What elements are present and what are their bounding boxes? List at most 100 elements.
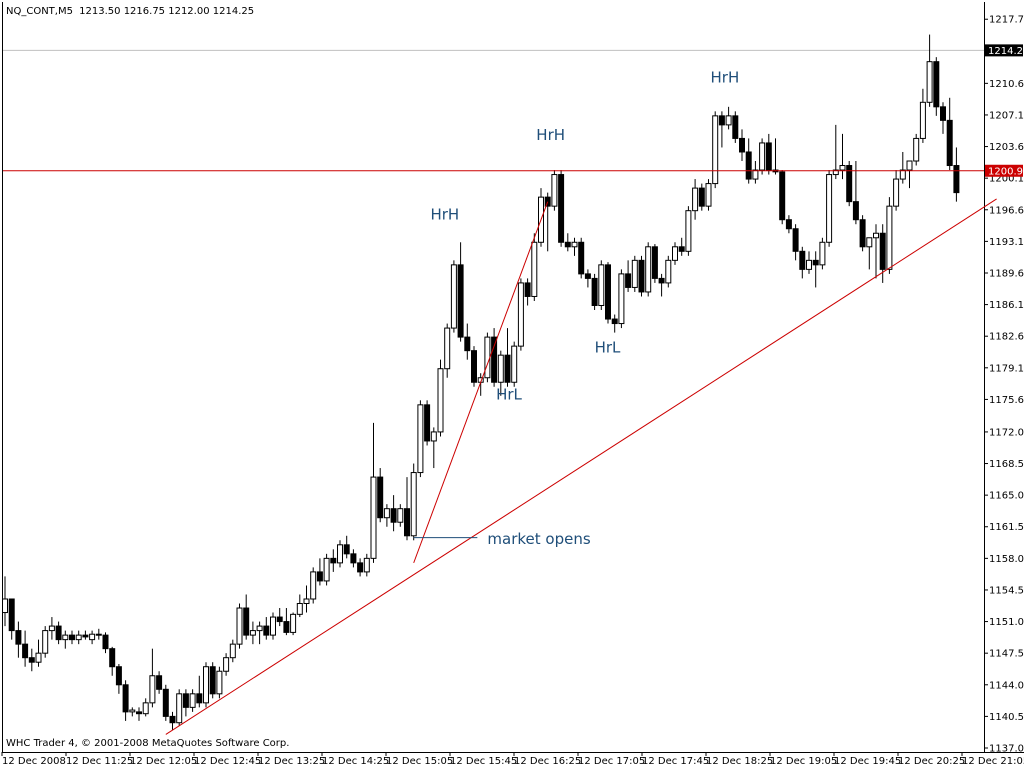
candle-body-bull (873, 232, 879, 239)
candle (303, 585, 310, 613)
candle-body-bull (337, 544, 343, 564)
time-tick-label: 12 Dec 17:05 (578, 756, 645, 767)
candle (705, 179, 712, 211)
annotation-label: HrH (430, 206, 459, 224)
candles (2, 34, 960, 730)
candle-body-bear (377, 476, 384, 519)
candle-body-bull (310, 571, 317, 600)
time-tick-label: 12 Dec 19:45 (834, 756, 901, 767)
candle-body-bull (223, 657, 230, 672)
candle (826, 170, 833, 247)
candle (618, 269, 625, 329)
candle-body-bear (471, 350, 477, 383)
candle (906, 160, 913, 189)
candle-body-bear (765, 142, 772, 171)
price-tick-label: 1140.50 (989, 712, 1024, 723)
price-axis: 1217.70 1214.25 1210.60 1207.10 1203.60 1200.… (984, 15, 1024, 755)
candle-body-bear (169, 715, 176, 724)
candle (712, 111, 719, 189)
candle-body-bull (517, 282, 524, 347)
price-tick-label: 1189.60 (989, 268, 1024, 279)
candle (149, 648, 156, 708)
current-price-tag-label: 1214.25 (988, 46, 1024, 57)
candle (732, 111, 739, 143)
candle (792, 224, 799, 261)
candle (397, 504, 404, 527)
candle-body-bear (22, 643, 29, 659)
candle-body-bull (725, 115, 732, 126)
price-tick-label: 1203.60 (989, 142, 1024, 153)
candle (249, 621, 256, 645)
candle (236, 603, 243, 649)
time-tick-label: 12 Dec 12:45 (194, 756, 261, 767)
time-tick-label: 12 Dec 19:05 (770, 756, 837, 767)
price-tick-label: 1137.00 (989, 744, 1024, 755)
price-tick-label: 1172.00 (989, 427, 1024, 438)
candle (524, 278, 531, 306)
candle (444, 323, 451, 378)
candle (55, 621, 62, 645)
candle (591, 273, 598, 311)
level-price-tag (985, 164, 1023, 177)
time-tick-label: 12 Dec 13:25 (258, 756, 325, 767)
candle-body-bear (136, 711, 142, 715)
candle (658, 273, 665, 297)
candle (538, 188, 544, 247)
price-tick-label: 1161.50 (989, 522, 1024, 533)
candle (95, 628, 102, 640)
candle-body-bear (799, 250, 806, 270)
candle-body-bull (484, 336, 491, 379)
candle (879, 224, 886, 283)
candle-body-bear (69, 634, 75, 641)
candle-body-bull (62, 634, 69, 641)
candle (517, 278, 524, 351)
candle-body-bull (129, 709, 136, 713)
candle-body-bull (832, 169, 839, 176)
trendlines (165, 198, 997, 735)
price-tick-label: 1151.00 (989, 617, 1024, 628)
candle (933, 57, 940, 116)
candle-body-bear (732, 115, 739, 139)
candle-body-bear (243, 607, 250, 636)
candle-body-bull (203, 666, 209, 704)
price-tick-label: 1200.10 (989, 174, 1024, 185)
candle (739, 129, 745, 162)
price-tick-label: 1210.60 (989, 79, 1024, 90)
candle-body-bull (886, 205, 893, 270)
candle-body-bear (283, 621, 290, 633)
candle-body-bull (752, 169, 759, 180)
candle (136, 707, 142, 721)
candle-body-bear (15, 630, 22, 645)
candle (765, 133, 772, 175)
candle (115, 664, 122, 694)
candle (631, 255, 638, 292)
candle (625, 260, 632, 292)
candle-body-bull (270, 616, 276, 636)
candle-body-bull (759, 142, 766, 171)
annotations: HrH HrL HrH HrL HrH market opens (430, 68, 739, 547)
candle-body-bear (424, 404, 431, 442)
candle (484, 332, 491, 383)
candle-body-bear (343, 544, 350, 555)
candle-body-bear (940, 106, 946, 121)
candle (558, 170, 565, 247)
candle (363, 553, 370, 577)
candle (15, 621, 22, 658)
candle (819, 237, 826, 270)
candle-body-bull (913, 137, 920, 162)
candle-body-bear (611, 318, 618, 325)
candle-body-bull (142, 702, 149, 715)
candle-body-bull (866, 237, 873, 248)
candle-body-bear (584, 273, 591, 279)
candle (203, 662, 209, 708)
candle (370, 422, 377, 563)
candle-body-bull (2, 598, 8, 614)
candle-body-bull (444, 327, 451, 370)
price-tick-label: 1175.60 (989, 395, 1024, 406)
candle (846, 161, 853, 207)
candle (504, 328, 511, 387)
candle-body-bear (578, 241, 585, 275)
candle (122, 680, 129, 721)
